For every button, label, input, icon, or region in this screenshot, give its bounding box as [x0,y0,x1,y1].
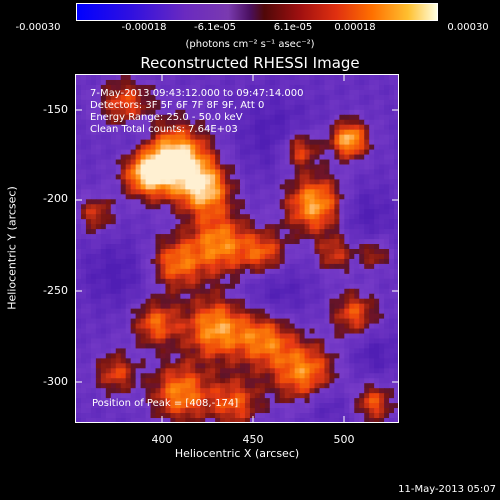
ytick-label: -150 [43,103,68,116]
xtick-label: 500 [333,433,355,446]
colorbar [76,3,438,21]
colorbar-tick-label: 6.1e-05 [273,22,313,33]
colorbar-tick-label: 0.00030 [447,22,489,33]
colorbar-tick-label: -0.00018 [121,22,167,33]
xtick-label: 450 [242,433,264,446]
xtick-label: 400 [151,433,173,446]
annotation-peak: Position of Peak = [408,-174] [92,398,239,409]
plot-area: 7-May-2013 09:43:12.000 to 09:47:14.000 … [75,74,399,423]
colorbar-tick-label: 0.00018 [334,22,376,33]
annotation-clean: Clean Total counts: 7.64E+03 [90,124,238,135]
ytick-label: -250 [43,284,68,297]
colorbar-tick-label: -0.00030 [15,22,61,33]
plot-title: Reconstructed RHESSI Image [140,54,360,72]
y-axis-label: Heliocentric Y (arcsec) [5,186,19,310]
ytick-label: -300 [43,375,68,388]
heatmap-image [76,75,398,422]
annotation-time-range: 7-May-2013 09:43:12.000 to 09:47:14.000 [90,88,304,99]
annotation-energy: Energy Range: 25.0 - 50.0 keV [90,112,243,123]
x-axis-label: Heliocentric X (arcsec) [174,447,300,460]
date-stamp: 11-May-2013 05:07 [398,484,496,495]
annotation-detectors: Detectors: 3F 5F 6F 7F 8F 9F, Att 0 [90,100,265,111]
colorbar-units: (photons cm⁻² s⁻¹ asec⁻²) [185,39,315,50]
colorbar-tick-label: -6.1e-05 [194,22,236,33]
ytick-label: -200 [43,192,68,205]
